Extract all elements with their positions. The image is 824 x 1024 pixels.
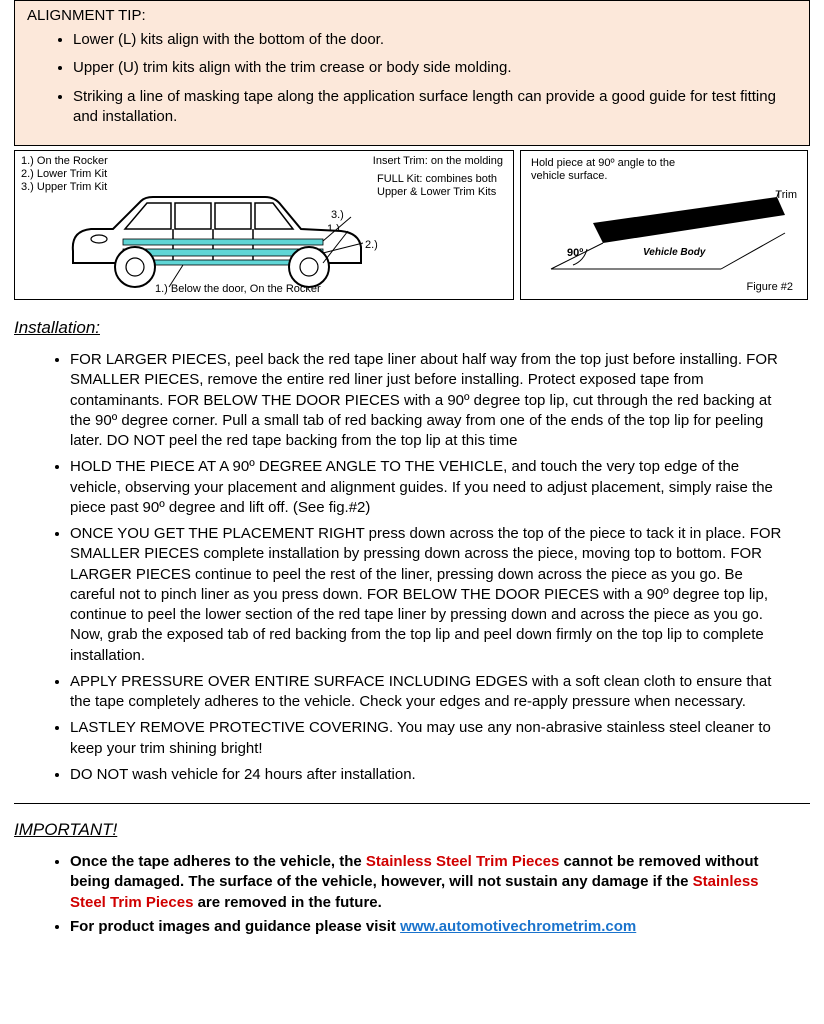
important-red-text: Stainless Steel Trim Pieces <box>366 853 559 870</box>
tip-item: Striking a line of masking tape along th… <box>73 87 797 128</box>
install-step: APPLY PRESSURE OVER ENTIRE SURFACE INCLU… <box>70 672 792 713</box>
installation-list: FOR LARGER PIECES, peel back the red tap… <box>14 350 810 785</box>
important-list: Once the tape adheres to the vehicle, th… <box>14 852 810 937</box>
install-step: DO NOT wash vehicle for 24 hours after i… <box>70 765 792 785</box>
angle-illustration <box>521 151 809 301</box>
insert-trim-label: Insert Trim: on the molding <box>373 155 503 167</box>
tip-list: Lower (L) kits align with the bottom of … <box>27 30 797 127</box>
tip-item: Upper (U) trim kits align with the trim … <box>73 58 797 78</box>
kit-list-line: 2.) Lower Trim Kit <box>21 168 108 181</box>
alignment-tip-box: ALIGNMENT TIP: Lower (L) kits align with… <box>14 0 810 146</box>
install-step: LASTLEY REMOVE PROTECTIVE COVERING. You … <box>70 718 792 759</box>
kit-list-line: 1.) On the Rocker <box>21 155 108 168</box>
install-step: FOR LARGER PIECES, peel back the red tap… <box>70 350 792 451</box>
important-item: Once the tape adheres to the vehicle, th… <box>70 852 792 913</box>
product-link[interactable]: www.automotivechrometrim.com <box>400 918 636 935</box>
diagram-angle: Hold piece at 90º angle to the vehicle s… <box>520 150 808 300</box>
section-divider <box>14 803 810 804</box>
car-illustration <box>63 187 373 297</box>
tip-item: Lower (L) kits align with the bottom of … <box>73 30 797 50</box>
important-item: For product images and guidance please v… <box>70 917 792 937</box>
installation-heading: Installation: <box>14 318 810 338</box>
install-step: HOLD THE PIECE AT A 90º DEGREE ANGLE TO … <box>70 457 792 518</box>
diagram-row: 1.) On the Rocker 2.) Lower Trim Kit 3.)… <box>14 150 810 300</box>
important-text: are removed in the future. <box>193 894 381 911</box>
important-text: For product images and guidance please v… <box>70 918 400 935</box>
important-heading: IMPORTANT! <box>14 820 810 840</box>
important-text: Once the tape adheres to the vehicle, th… <box>70 853 366 870</box>
diagram-car: 1.) On the Rocker 2.) Lower Trim Kit 3.)… <box>14 150 514 300</box>
install-step: ONCE YOU GET THE PLACEMENT RIGHT press d… <box>70 524 792 666</box>
full-kit-label: FULL Kit: combines both Upper & Lower Tr… <box>377 173 503 198</box>
tip-title: ALIGNMENT TIP: <box>27 7 797 24</box>
